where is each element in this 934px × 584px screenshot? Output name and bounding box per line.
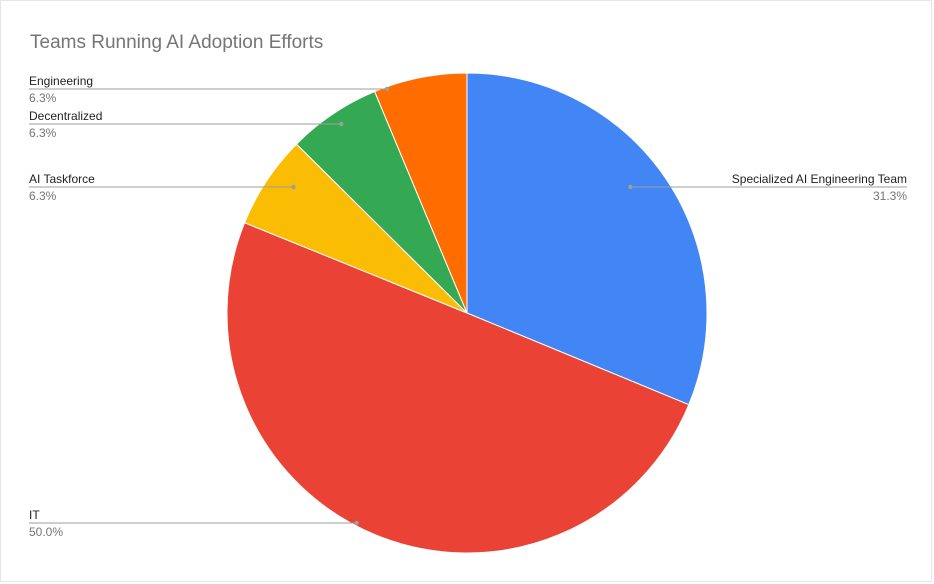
slice-pct-decentralized: 6.3% [29,126,57,140]
slice-label-it: IT [29,508,40,522]
leader-dot-it [354,520,359,526]
pie-slice-engineering[interactable] [373,72,468,314]
slice-pct-it: 50.0% [29,525,63,539]
slice-label-specialized-ai-engineering-team: Specialized AI Engineering Team [732,172,907,186]
slice-label-ai-taskforce: AI Taskforce [29,172,95,186]
leader-dot-decentralized [339,121,344,127]
slice-label-decentralized: Decentralized [29,109,102,123]
pie-slice-specialized-ai-engineering-team[interactable] [466,72,708,406]
leader-dot-engineering [384,86,390,92]
chart-title: Teams Running AI Adoption Efforts [30,32,324,53]
slice-pct-ai-taskforce: 6.3% [29,189,57,203]
slice-label-engineering: Engineering [29,74,93,88]
slice-pct-engineering: 6.3% [29,91,57,105]
leader-dot-ai-taskforce [291,184,296,190]
leader-dot-specialized-ai-engineering-team [628,184,633,190]
slice-pct-specialized-ai-engineering-team: 31.3% [873,189,907,203]
pie-slice-it[interactable] [226,222,690,554]
